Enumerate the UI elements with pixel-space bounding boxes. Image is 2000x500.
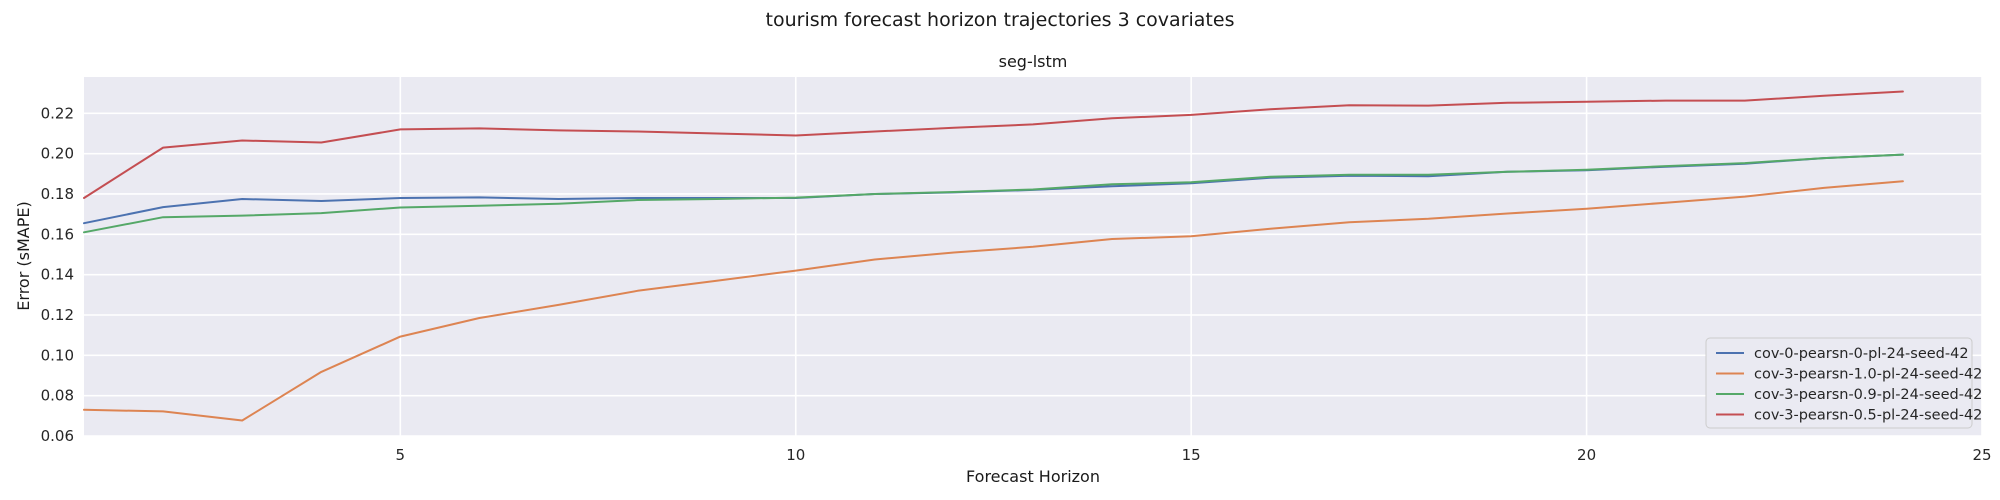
series-line-1: [83, 180, 1904, 422]
y-tick-label: 0.16: [41, 225, 74, 243]
grid: [84, 77, 1983, 437]
series-line-2: [83, 153, 1904, 234]
y-tick-label: 0.22: [41, 104, 74, 122]
legend-label: cov-3-pearsn-1.0-pl-24-seed-42: [1754, 367, 1982, 383]
y-tick-label: 0.20: [41, 145, 74, 163]
legend-box: [1705, 337, 1973, 429]
legend-label: cov-3-pearsn-0.5-pl-24-seed-42: [1754, 408, 1982, 424]
y-tick-label: 0.14: [41, 266, 74, 284]
figure-title: tourism forecast horizon trajectories 3 …: [766, 9, 1235, 31]
y-tick-label: 0.12: [41, 306, 74, 324]
x-tick-label: 10: [786, 446, 805, 464]
y-axis-label: Error (sMAPE): [14, 201, 33, 310]
x-tick-label: 15: [1182, 446, 1201, 464]
subplot-title: seg-lstm: [999, 52, 1068, 71]
y-tick-label: 0.18: [41, 185, 74, 203]
x-axis-label: Forecast Horizon: [966, 467, 1100, 486]
legend-label: cov-3-pearsn-0.9-pl-24-seed-42: [1754, 387, 1982, 403]
y-axis: 0.06 0.08 0.10 0.12 0.14 0.16 0.18 0.20 0.22: [41, 104, 74, 445]
y-tick-label: 0.10: [41, 346, 74, 364]
y-tick-label: 0.08: [41, 387, 74, 405]
legend: cov-0-pearsn-0-pl-24-seed-42 cov-3-pearsn…: [1705, 337, 1982, 429]
y-tick-label: 0.06: [41, 427, 74, 445]
x-axis: 5 10 15 20 25: [396, 446, 1992, 464]
series-line-3: [83, 90, 1904, 199]
x-tick-label: 20: [1577, 446, 1596, 464]
series-layer: [83, 90, 1904, 422]
x-tick-label: 25: [1972, 446, 1991, 464]
legend-label: cov-0-pearsn-0-pl-24-seed-42: [1754, 346, 1969, 362]
plot-area: [84, 77, 1982, 436]
x-tick-label: 5: [396, 446, 406, 464]
